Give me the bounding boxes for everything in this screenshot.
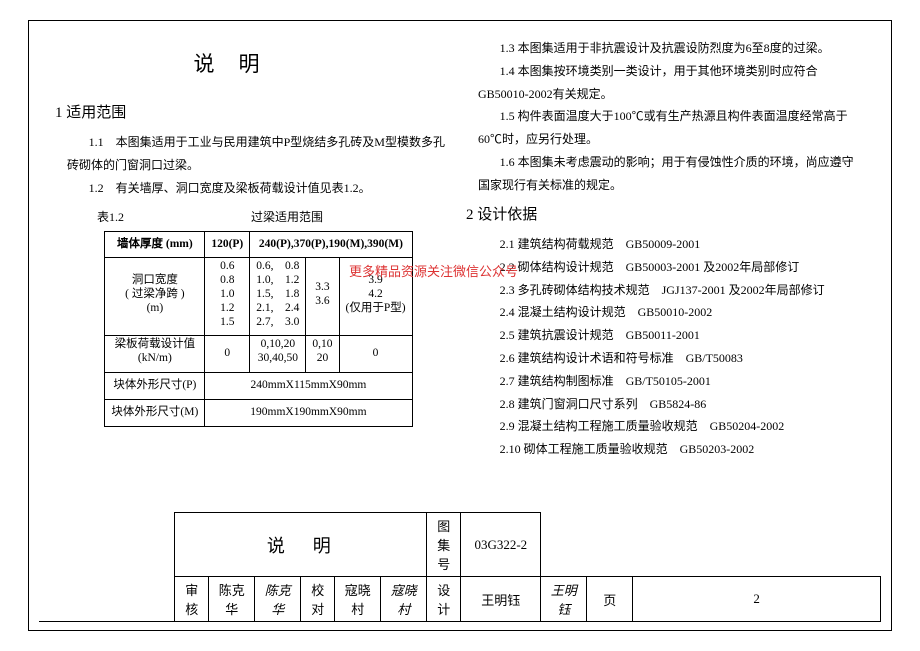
tb-title: 说明 bbox=[175, 513, 427, 577]
th-240p: 240(P),370(P),190(M),390(M) bbox=[250, 231, 412, 258]
table-caption: 表1.2 过梁适用范围 bbox=[67, 206, 450, 229]
td-load-label: 梁板荷载设计值 (kN/m) bbox=[105, 336, 205, 373]
th-120p: 120(P) bbox=[205, 231, 250, 258]
td-opening-label: 洞口宽度 ( 过梁净跨 ) (m) bbox=[105, 258, 205, 336]
tb-set-no: 03G322-2 bbox=[461, 513, 541, 577]
td-open-c4: 3.9 4.2 (仅用于P型) bbox=[339, 258, 412, 336]
page-frame: 说明 1 适用范围 1.1 本图集适用于工业与民用建筑中P型烧结多孔砖及M型模数… bbox=[28, 20, 892, 631]
ref-2-9: 2.9 混凝土结构工程施工质量验收规范 GB50204-2002 bbox=[478, 415, 861, 438]
table-row: 审核 陈克华 陈克华 校对 寇晓村 寇晓村 设计 王明钰 王明钰 页 2 bbox=[39, 577, 881, 622]
ref-2-4: 2.4 混凝土结构设计规范 GB50010-2002 bbox=[478, 301, 861, 324]
tb-proof-name: 寇晓村 bbox=[335, 577, 381, 622]
table-row: 洞口宽度 ( 过梁净跨 ) (m) 0.6 0.8 1.0 1.2 1.5 bbox=[105, 258, 412, 336]
tb-page-label: 页 bbox=[587, 577, 633, 622]
tb-design-name: 王明钰 bbox=[461, 577, 541, 622]
para-1-5: 1.5 构件表面温度大于100℃或有生产热源且构件表面温度经常高于60℃时，应另… bbox=[478, 105, 861, 151]
ref-2-5: 2.5 建筑抗震设计规范 GB50011-2001 bbox=[478, 324, 861, 347]
th-wall-thickness: 墙体厚度 (mm) bbox=[105, 231, 205, 258]
ref-2-6: 2.6 建筑结构设计术语和符号标准 GB/T50083 bbox=[478, 347, 861, 370]
td-blockp-label: 块体外形尺寸(P) bbox=[105, 373, 205, 400]
table-title: 过梁适用范围 bbox=[251, 210, 323, 224]
ref-2-10: 2.10 砌体工程施工质量验收规范 GB50203-2002 bbox=[478, 438, 861, 461]
section-1-heading: 1 适用范围 bbox=[55, 99, 450, 128]
page-title: 说明 bbox=[27, 45, 450, 85]
opening-label-3: (m) bbox=[147, 302, 164, 314]
para-1-3: 1.3 本图集适用于非抗震设计及抗震设防烈度为6至8度的过梁。 bbox=[478, 37, 861, 60]
td-open-c3: 3.3 3.6 bbox=[306, 258, 339, 336]
td-blockp-val: 240mmX115mmX90mm bbox=[205, 373, 412, 400]
td-load-c1: 0 bbox=[205, 336, 250, 373]
table-number: 表1.2 bbox=[97, 206, 124, 229]
tb-design-label: 设计 bbox=[427, 577, 461, 622]
opening-label-2: ( 过梁净跨 ) bbox=[125, 288, 184, 300]
right-column: 1.3 本图集适用于非抗震设计及抗震设防烈度为6至8度的过梁。 1.4 本图集按… bbox=[468, 29, 881, 570]
ref-2-3: 2.3 多孔砖砌体结构技术规范 JGJ137-2001 及2002年局部修订 bbox=[478, 279, 861, 302]
para-1-2: 1.2 有关墙厚、洞口宽度及梁板荷载设计值见表1.2。 bbox=[67, 177, 450, 200]
td-load-c2: 0,10,2030,40,50 bbox=[250, 336, 306, 373]
table-row: 墙体厚度 (mm) 120(P) 240(P),370(P),190(M),39… bbox=[105, 231, 412, 258]
table-row: 块体外形尺寸(P) 240mmX115mmX90mm bbox=[105, 373, 412, 400]
tb-check-label: 审核 bbox=[175, 577, 209, 622]
tb-set-label: 图集号 bbox=[427, 513, 461, 577]
para-1-6: 1.6 本图集未考虑震动的影响；用于有侵蚀性介质的环境，尚应遵守国家现行有关标准… bbox=[478, 151, 861, 197]
ref-2-8: 2.8 建筑门窗洞口尺寸系列 GB5824-86 bbox=[478, 393, 861, 416]
td-blockm-val: 190mmX190mmX90mm bbox=[205, 399, 412, 426]
td-load-c3: 0,1020 bbox=[306, 336, 339, 373]
ref-2-1: 2.1 建筑结构荷载规范 GB50009-2001 bbox=[478, 233, 861, 256]
tb-design-sig: 王明钰 bbox=[541, 577, 587, 622]
table-1-2: 墙体厚度 (mm) 120(P) 240(P),370(P),190(M),39… bbox=[104, 231, 412, 427]
td-blockm-label: 块体外形尺寸(M) bbox=[105, 399, 205, 426]
table-row: 块体外形尺寸(M) 190mmX190mmX90mm bbox=[105, 399, 412, 426]
ref-2-2: 2.2 砌体结构设计规范 GB50003-2001 及2002年局部修订 bbox=[478, 256, 861, 279]
tb-proof-label: 校对 bbox=[301, 577, 335, 622]
ref-2-7: 2.7 建筑结构制图标准 GB/T50105-2001 bbox=[478, 370, 861, 393]
opening-label-1: 洞口宽度 bbox=[132, 274, 178, 286]
td-open-c1: 0.6 0.8 1.0 1.2 1.5 bbox=[205, 258, 250, 336]
content-area: 说明 1 适用范围 1.1 本图集适用于工业与民用建筑中P型烧结多孔砖及M型模数… bbox=[39, 29, 881, 570]
title-block: 说明 图集号 03G322-2 审核 陈克华 陈克华 校对 寇晓村 寇晓村 设计… bbox=[39, 512, 881, 622]
left-column: 说明 1 适用范围 1.1 本图集适用于工业与民用建筑中P型烧结多孔砖及M型模数… bbox=[39, 29, 468, 570]
table-row: 说明 图集号 03G322-2 bbox=[39, 513, 881, 577]
td-load-c4: 0 bbox=[339, 336, 412, 373]
para-1-1: 1.1 本图集适用于工业与民用建筑中P型烧结多孔砖及M型模数多孔砖砌体的门窗洞口… bbox=[67, 131, 450, 177]
tb-proof-sig: 寇晓村 bbox=[381, 577, 427, 622]
tb-check-sig: 陈克华 bbox=[255, 577, 301, 622]
table-row: 梁板荷载设计值 (kN/m) 0 0,10,2030,40,50 0,1020 … bbox=[105, 336, 412, 373]
tb-page-no: 2 bbox=[633, 577, 881, 622]
para-1-4: 1.4 本图集按环境类别一类设计，用于其他环境类别时应符合GB50010-200… bbox=[478, 60, 861, 106]
td-open-c2: 0.6, 0.8 1.0, 1.2 1.5, 1.8 2.1, 2.4 2.7,… bbox=[250, 258, 306, 336]
section-2-heading: 2 设计依据 bbox=[466, 201, 861, 230]
tb-check-name: 陈克华 bbox=[209, 577, 255, 622]
